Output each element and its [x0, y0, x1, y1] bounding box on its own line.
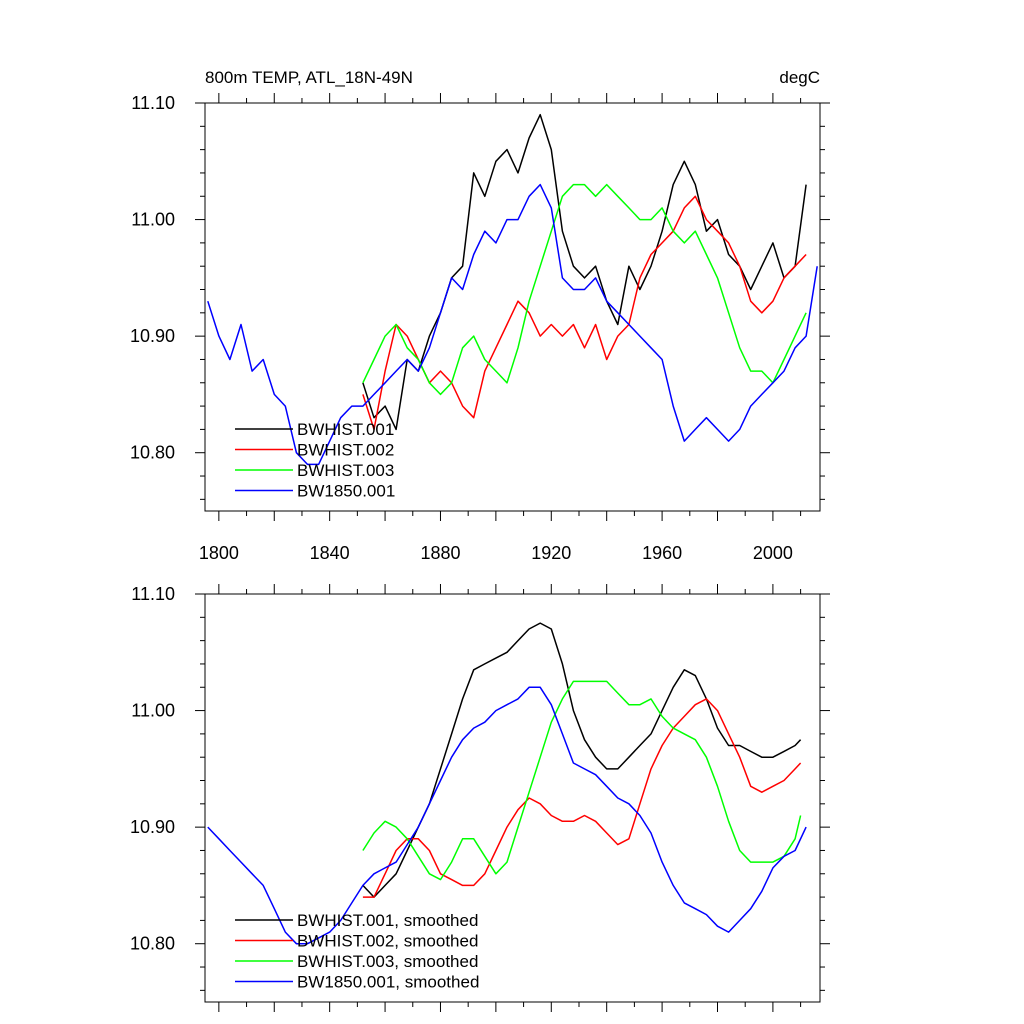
units-label: degC: [779, 68, 820, 87]
series-line: [362, 195, 807, 431]
series-lines-top: [207, 113, 818, 466]
legend-label: BWHIST.001, smoothed: [297, 911, 478, 930]
series-line: [362, 698, 802, 898]
top-panel: 800m TEMP, ATL_18N-49N degC 11.10 11.00 10…: [130, 68, 830, 563]
y-tick-labels-bottom: 11.10 11.00 10.90 10.80: [130, 584, 175, 954]
ticks-top: [195, 93, 830, 521]
series-line: [362, 183, 807, 396]
y-tick-label: 10.80: [130, 443, 175, 463]
x-tick-label: 1880: [420, 543, 460, 563]
plot-frame-bottom: [204, 593, 821, 1003]
series-lines-bottom: [207, 622, 807, 945]
series-line: [362, 622, 802, 898]
y-tick-label: 10.80: [130, 934, 175, 954]
legend-label: BWHIST.001: [297, 420, 394, 439]
legend-label: BWHIST.002, smoothed: [297, 932, 478, 951]
x-tick-label: 1840: [310, 543, 350, 563]
series-line: [207, 183, 818, 466]
x-tick-labels-top: 1800 1840 1880 1920 1960 2000: [199, 543, 793, 563]
chart-title: 800m TEMP, ATL_18N-49N: [205, 68, 413, 87]
y-tick-label: 10.90: [130, 817, 175, 837]
legend-bottom: BWHIST.001, smoothed BWHIST.002, smoothed…: [235, 911, 479, 992]
legend-label: BW1850.001: [297, 482, 395, 501]
y-tick-labels-top: 11.10 11.00 10.90 10.80: [130, 93, 175, 463]
y-tick-label: 11.00: [131, 701, 175, 721]
bottom-panel: 11.10 11.00 10.90 10.80 BWHIST.001, smoothe…: [130, 584, 830, 1012]
y-tick-label: 11.00: [131, 210, 175, 230]
y-tick-label: 11.10: [131, 584, 175, 604]
series-line: [207, 686, 807, 945]
x-tick-label: 1920: [531, 543, 571, 563]
x-tick-label: 1800: [199, 543, 239, 563]
plot-frame-top: [204, 102, 821, 512]
y-tick-label: 11.10: [131, 93, 175, 113]
series-line: [362, 113, 807, 431]
x-tick-label: 1960: [642, 543, 682, 563]
series-line: [362, 680, 802, 881]
y-tick-label: 10.90: [130, 326, 175, 346]
legend-label: BW1850.001, smoothed: [297, 973, 479, 992]
legend-label: BWHIST.003, smoothed: [297, 952, 478, 971]
legend-label: BWHIST.003: [297, 461, 394, 480]
ticks-bottom: [195, 584, 830, 1012]
x-tick-label: 2000: [753, 543, 793, 563]
legend-label: BWHIST.002: [297, 441, 394, 460]
